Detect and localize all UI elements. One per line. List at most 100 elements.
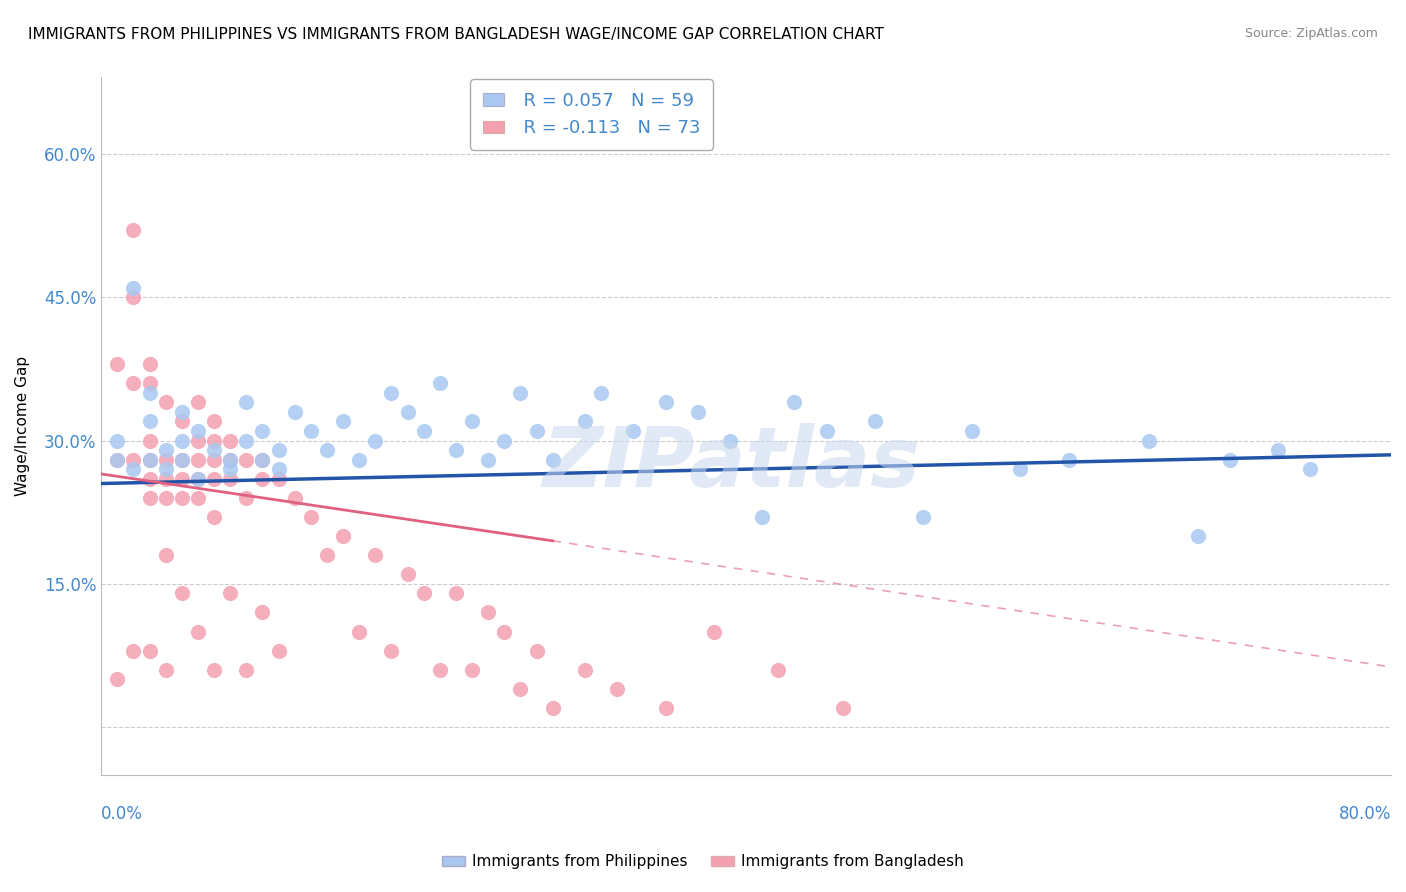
Point	[444, 443, 467, 458]
Point	[589, 385, 612, 400]
Point	[219, 472, 242, 486]
Point	[138, 644, 160, 658]
Point	[138, 414, 160, 428]
Point	[202, 510, 225, 524]
Point	[155, 548, 177, 562]
Point	[364, 434, 387, 448]
Point	[654, 395, 676, 409]
Point	[219, 452, 242, 467]
Point	[138, 491, 160, 505]
Point	[1137, 434, 1160, 448]
Point	[105, 673, 128, 687]
Point	[621, 424, 644, 438]
Point	[202, 443, 225, 458]
Text: ZIPatlas: ZIPatlas	[543, 424, 920, 504]
Point	[138, 472, 160, 486]
Point	[202, 414, 225, 428]
Point	[138, 385, 160, 400]
Point	[252, 452, 274, 467]
Point	[606, 681, 628, 696]
Point	[170, 452, 193, 467]
Point	[654, 701, 676, 715]
Point	[1187, 529, 1209, 543]
Point	[202, 452, 225, 467]
Point	[1299, 462, 1322, 476]
Point	[155, 472, 177, 486]
Point	[235, 491, 257, 505]
Point	[138, 434, 160, 448]
Point	[412, 586, 434, 600]
Point	[444, 586, 467, 600]
Point	[187, 452, 209, 467]
Point	[202, 434, 225, 448]
Point	[252, 424, 274, 438]
Point	[751, 510, 773, 524]
Point	[187, 434, 209, 448]
Point	[364, 548, 387, 562]
Point	[1057, 452, 1080, 467]
Point	[863, 414, 886, 428]
Point	[574, 414, 596, 428]
Point	[284, 405, 307, 419]
Point	[122, 290, 145, 304]
Point	[138, 376, 160, 391]
Point	[912, 510, 935, 524]
Point	[429, 376, 451, 391]
Point	[267, 443, 290, 458]
Point	[170, 491, 193, 505]
Point	[170, 586, 193, 600]
Point	[267, 472, 290, 486]
Point	[122, 462, 145, 476]
Point	[187, 424, 209, 438]
Point	[299, 510, 322, 524]
Point	[768, 663, 790, 677]
Point	[509, 681, 531, 696]
Point	[122, 280, 145, 294]
Text: 0.0%: 0.0%	[101, 805, 143, 823]
Legend: Immigrants from Philippines, Immigrants from Bangladesh: Immigrants from Philippines, Immigrants …	[436, 848, 970, 875]
Point	[138, 357, 160, 371]
Point	[299, 424, 322, 438]
Point	[235, 452, 257, 467]
Point	[332, 529, 354, 543]
Point	[461, 414, 484, 428]
Point	[831, 701, 853, 715]
Point	[960, 424, 983, 438]
Point	[815, 424, 838, 438]
Point	[187, 472, 209, 486]
Point	[252, 452, 274, 467]
Point	[170, 472, 193, 486]
Point	[235, 434, 257, 448]
Point	[219, 434, 242, 448]
Point	[267, 644, 290, 658]
Point	[170, 434, 193, 448]
Point	[122, 376, 145, 391]
Point	[429, 663, 451, 677]
Point	[574, 663, 596, 677]
Point	[380, 644, 402, 658]
Point	[541, 701, 564, 715]
Text: IMMIGRANTS FROM PHILIPPINES VS IMMIGRANTS FROM BANGLADESH WAGE/INCOME GAP CORREL: IMMIGRANTS FROM PHILIPPINES VS IMMIGRANT…	[28, 27, 884, 42]
Point	[494, 434, 516, 448]
Point	[494, 624, 516, 639]
Point	[252, 472, 274, 486]
Point	[332, 414, 354, 428]
Point	[155, 462, 177, 476]
Point	[526, 424, 548, 438]
Point	[412, 424, 434, 438]
Point	[105, 452, 128, 467]
Point	[316, 443, 339, 458]
Point	[347, 624, 370, 639]
Text: Source: ZipAtlas.com: Source: ZipAtlas.com	[1244, 27, 1378, 40]
Point	[219, 586, 242, 600]
Y-axis label: Wage/Income Gap: Wage/Income Gap	[15, 356, 30, 496]
Point	[252, 606, 274, 620]
Point	[235, 663, 257, 677]
Point	[541, 452, 564, 467]
Point	[1010, 462, 1032, 476]
Point	[105, 357, 128, 371]
Point	[170, 414, 193, 428]
Point	[155, 395, 177, 409]
Point	[267, 462, 290, 476]
Point	[122, 452, 145, 467]
